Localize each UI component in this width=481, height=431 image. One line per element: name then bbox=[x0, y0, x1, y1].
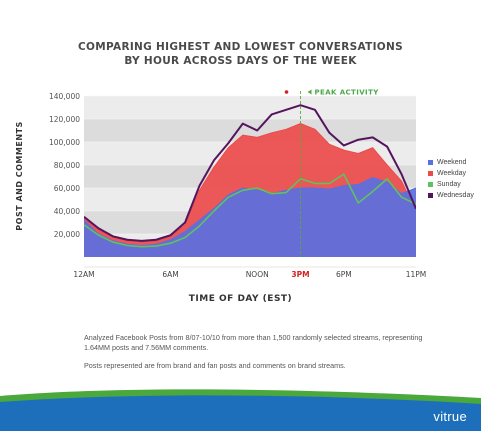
peak-arrow bbox=[307, 89, 312, 95]
x-tick-label: 12AM bbox=[73, 270, 94, 279]
x-tick-label: NOON bbox=[246, 270, 269, 279]
chart-svg: 20,000 40,000 60,000 80,000 100,000 120,000 14… bbox=[15, 89, 427, 280]
chart-title-line2: BY HOUR ACROSS DAYS OF THE WEEK bbox=[124, 55, 357, 67]
series-weekend-area bbox=[84, 177, 416, 257]
x-axis-label: TIME OF DAY (EST) bbox=[188, 294, 293, 304]
y-tick-label: 40,000 bbox=[54, 207, 80, 216]
y-tick-label: 120,000 bbox=[49, 115, 80, 124]
x-tick-label: 11PM bbox=[406, 270, 427, 279]
note-line: Posts represented are from brand and fan… bbox=[84, 361, 346, 370]
y-axis-label: POST AND COMMENTS bbox=[15, 121, 24, 230]
vitrue-logo: vitrue bbox=[433, 409, 467, 424]
legend-swatch bbox=[428, 193, 433, 198]
series-wednesday-line bbox=[84, 104, 416, 242]
x-tick-label: 3PM bbox=[291, 270, 309, 279]
legend-swatch bbox=[428, 171, 433, 176]
chart-title-line1: COMPARING HIGHEST AND LOWEST CONVERSATIO… bbox=[78, 41, 403, 53]
footer-blue-band bbox=[0, 395, 481, 431]
series-weekday-edge bbox=[84, 123, 416, 243]
legend-item-wednesday: Wednesday bbox=[428, 190, 474, 201]
legend-label: Sunday bbox=[437, 181, 461, 188]
note-line: Analyzed Facebook Posts from 8/07-10/10 … bbox=[84, 333, 423, 352]
peak-dot bbox=[284, 90, 289, 94]
legend-item-weekend: Weekend bbox=[428, 157, 474, 168]
chart-legend: Weekend Weekday Sunday Wednesday bbox=[428, 157, 474, 201]
x-tick-label: 6AM bbox=[162, 270, 178, 279]
chart-notes: Analyzed Facebook Posts from 8/07-10/10 … bbox=[84, 333, 444, 379]
chart-title: COMPARING HIGHEST AND LOWEST CONVERSATIO… bbox=[0, 40, 481, 68]
legend-swatch bbox=[428, 182, 433, 187]
legend-label: Wednesday bbox=[437, 192, 474, 199]
footer-wave bbox=[0, 389, 481, 431]
grid-band bbox=[84, 96, 416, 119]
plot-series bbox=[84, 104, 416, 257]
y-tick-label: 60,000 bbox=[54, 184, 80, 193]
y-tick-label: 100,000 bbox=[49, 138, 80, 147]
series-sunday-line bbox=[84, 173, 416, 248]
peak-activity-label: PEAK ACTIVITY bbox=[315, 89, 380, 97]
y-tick-label: 20,000 bbox=[54, 230, 80, 239]
y-tick-label: 80,000 bbox=[54, 161, 80, 170]
legend-item-weekday: Weekday bbox=[428, 168, 474, 179]
x-tick-label: 6PM bbox=[336, 270, 352, 279]
legend-label: Weekday bbox=[437, 170, 467, 177]
plot-axes: 20,000 40,000 60,000 80,000 100,000 120,000 14… bbox=[49, 89, 427, 279]
y-tick-label: 140,000 bbox=[49, 92, 80, 101]
legend-item-sunday: Sunday bbox=[428, 179, 474, 190]
legend-label: Weekend bbox=[437, 159, 467, 166]
legend-swatch bbox=[428, 160, 433, 165]
